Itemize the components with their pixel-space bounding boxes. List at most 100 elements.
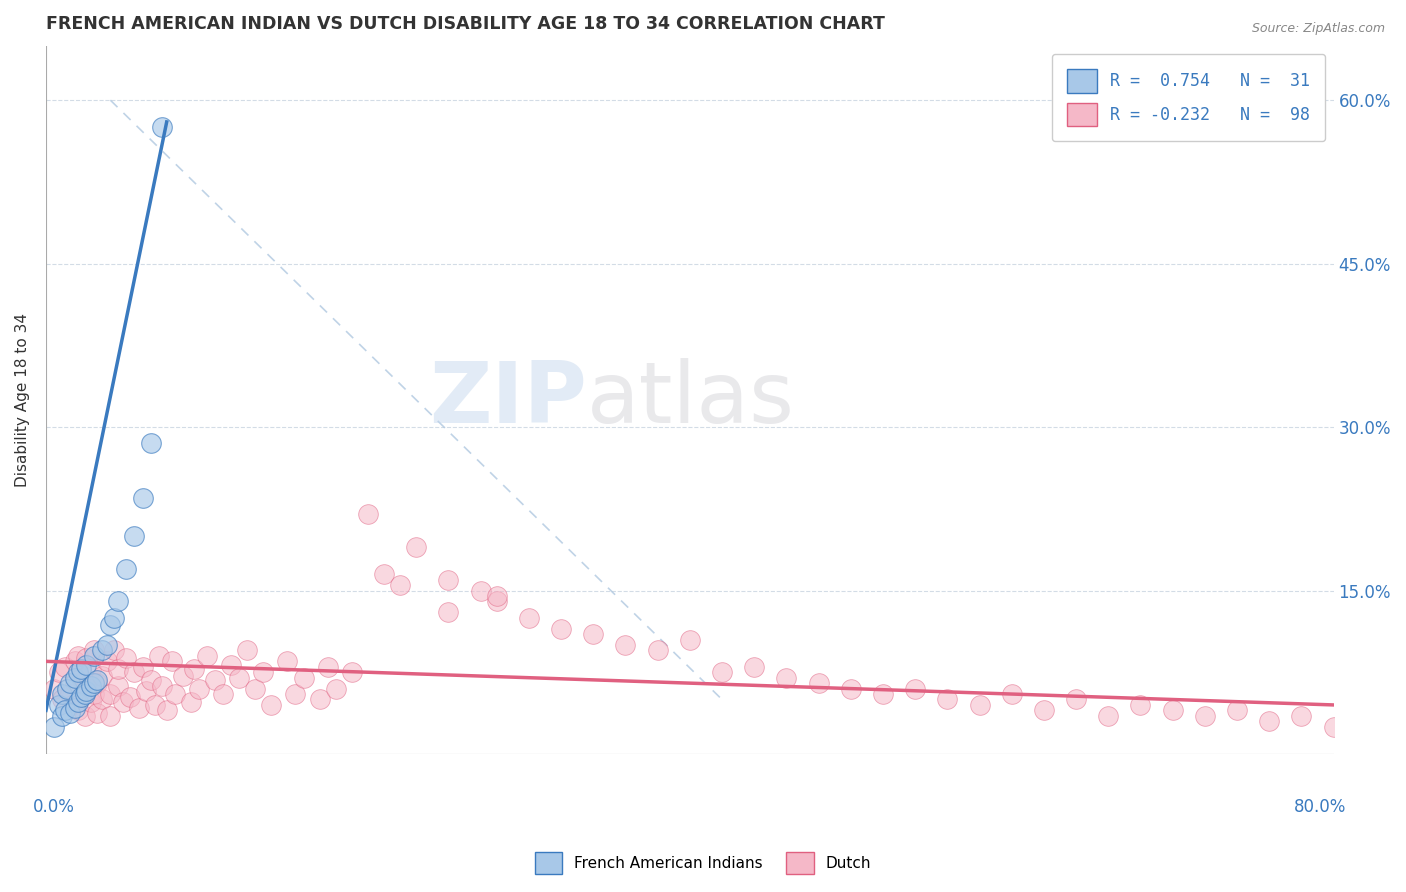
Point: [679, 632, 702, 647]
Point: [187, 681, 209, 696]
Y-axis label: Disability Age 18 to 34: Disability Age 18 to 34: [15, 313, 30, 487]
Point: [48, 698, 70, 712]
Point: [75, 657, 97, 672]
Point: [96, 638, 118, 652]
Point: [115, 562, 138, 576]
Point: [711, 665, 734, 680]
Point: [647, 643, 669, 657]
Point: [53, 660, 76, 674]
Point: [470, 583, 492, 598]
Point: [128, 701, 150, 715]
Point: [51, 709, 73, 723]
Point: [131, 660, 153, 674]
Point: [75, 680, 97, 694]
Point: [124, 665, 146, 680]
Point: [139, 436, 162, 450]
Point: [107, 680, 129, 694]
Point: [325, 681, 347, 696]
Point: [75, 683, 97, 698]
Point: [156, 703, 179, 717]
Point: [75, 651, 97, 665]
Point: [80, 680, 103, 694]
Point: [1194, 709, 1216, 723]
Point: [63, 671, 86, 685]
Legend: French American Indians, Dutch: French American Indians, Dutch: [529, 846, 877, 880]
Point: [56, 681, 79, 696]
Point: [103, 643, 125, 657]
Text: 0.0%: 0.0%: [34, 797, 75, 816]
Point: [340, 665, 363, 680]
Point: [180, 695, 202, 709]
Point: [150, 120, 173, 135]
Point: [775, 671, 797, 685]
Point: [91, 668, 114, 682]
Point: [48, 665, 70, 680]
Point: [936, 692, 959, 706]
Point: [73, 687, 96, 701]
Point: [1226, 703, 1249, 717]
Point: [67, 703, 90, 717]
Point: [212, 687, 235, 701]
Point: [83, 643, 105, 657]
Point: [67, 695, 90, 709]
Point: [42, 681, 65, 696]
Point: [357, 508, 380, 522]
Point: [1258, 714, 1281, 729]
Point: [389, 578, 412, 592]
Point: [91, 643, 114, 657]
Point: [115, 651, 138, 665]
Point: [437, 605, 460, 619]
Point: [51, 692, 73, 706]
Point: [107, 594, 129, 608]
Point: [437, 573, 460, 587]
Point: [59, 706, 82, 720]
Point: [204, 673, 226, 687]
Point: [1161, 703, 1184, 717]
Point: [1291, 709, 1313, 723]
Point: [91, 692, 114, 706]
Text: FRENCH AMERICAN INDIAN VS DUTCH DISABILITY AGE 18 TO 34 CORRELATION CHART: FRENCH AMERICAN INDIAN VS DUTCH DISABILI…: [46, 15, 884, 33]
Point: [228, 671, 250, 685]
Point: [807, 676, 830, 690]
Point: [308, 692, 330, 706]
Point: [103, 611, 125, 625]
Point: [80, 662, 103, 676]
Point: [284, 687, 307, 701]
Point: [1001, 687, 1024, 701]
Point: [107, 662, 129, 676]
Point: [316, 660, 339, 674]
Point: [1129, 698, 1152, 712]
Point: [1097, 709, 1119, 723]
Point: [70, 690, 93, 705]
Point: [245, 681, 267, 696]
Point: [63, 654, 86, 668]
Point: [172, 668, 194, 682]
Point: [582, 627, 605, 641]
Point: [51, 687, 73, 701]
Point: [42, 720, 65, 734]
Point: [59, 676, 82, 690]
Text: atlas: atlas: [586, 359, 794, 442]
Point: [195, 648, 218, 663]
Point: [145, 698, 167, 712]
Point: [63, 701, 86, 715]
Point: [131, 491, 153, 505]
Point: [98, 618, 121, 632]
Point: [405, 540, 427, 554]
Point: [1032, 703, 1054, 717]
Point: [63, 676, 86, 690]
Point: [252, 665, 274, 680]
Point: [485, 594, 508, 608]
Point: [86, 673, 108, 687]
Point: [276, 654, 298, 668]
Point: [260, 698, 283, 712]
Point: [80, 695, 103, 709]
Point: [1323, 720, 1346, 734]
Point: [83, 687, 105, 701]
Point: [614, 638, 637, 652]
Text: Source: ZipAtlas.com: Source: ZipAtlas.com: [1251, 22, 1385, 36]
Point: [86, 706, 108, 720]
Text: ZIP: ZIP: [429, 359, 586, 442]
Legend: R =  0.754   N =  31, R = -0.232   N =  98: R = 0.754 N = 31, R = -0.232 N = 98: [1052, 54, 1326, 141]
Point: [872, 687, 894, 701]
